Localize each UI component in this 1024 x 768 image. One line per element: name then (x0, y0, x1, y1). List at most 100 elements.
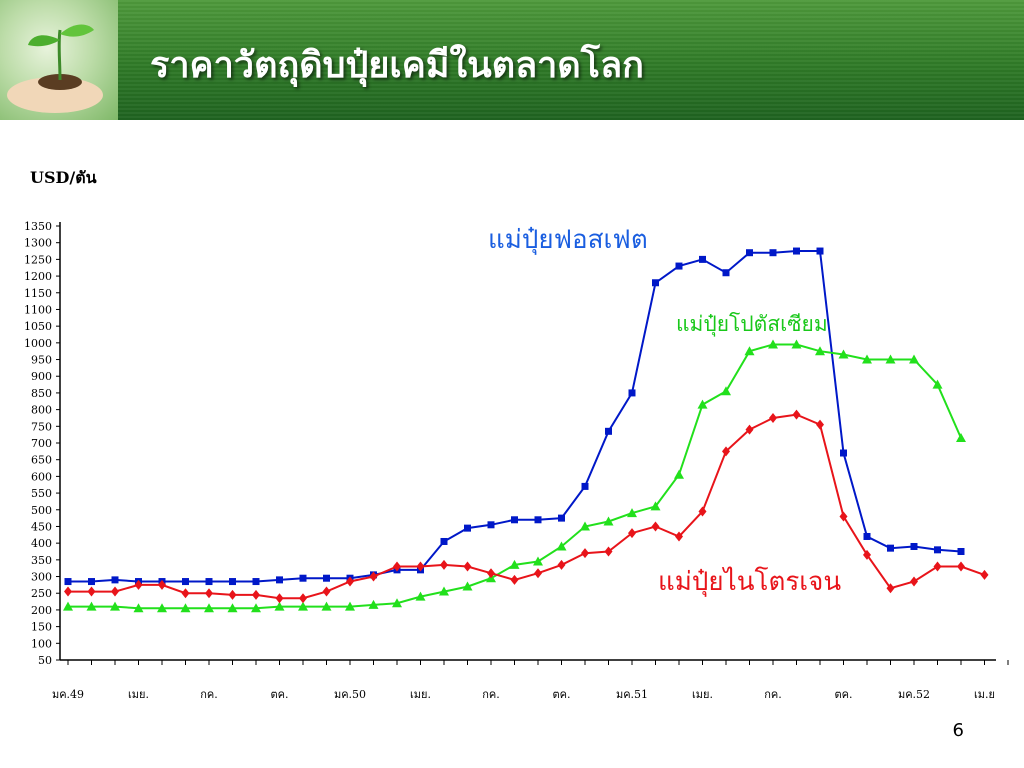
data-point (721, 386, 731, 396)
data-point (840, 449, 847, 457)
y-tick-label: 450 (31, 520, 52, 533)
data-point (745, 424, 754, 435)
data-point (838, 349, 849, 359)
data-point (252, 578, 260, 586)
data-point (533, 556, 543, 566)
header-texture (118, 0, 1024, 120)
y-tick-label: 600 (31, 470, 52, 483)
data-point (816, 419, 824, 430)
data-point (605, 427, 612, 435)
data-point (299, 593, 307, 604)
x-tick-label: เม.ย (974, 688, 995, 701)
data-point (205, 578, 213, 586)
data-point (581, 482, 589, 490)
data-point (699, 255, 706, 263)
data-point (462, 581, 473, 591)
data-point (980, 569, 989, 580)
data-point (86, 601, 97, 611)
x-tick-label: กค. (764, 688, 782, 701)
y-axis-unit-label: USD/ตัน (30, 168, 97, 187)
data-point (87, 586, 96, 597)
data-point (509, 559, 520, 569)
data-point (722, 269, 730, 277)
series-labels: แม่ปุ๋ยฟอสเฟตแม่ปุ๋ยโปตัสเซียมแม่ปุ๋ยไนโ… (488, 225, 841, 597)
y-tick-label: 350 (31, 554, 52, 567)
data-point (628, 389, 636, 397)
y-tick-label: 400 (31, 537, 52, 550)
series-label: แม่ปุ๋ยฟอสเฟต (488, 225, 648, 255)
data-point (511, 516, 518, 524)
x-tick-label: เมย. (128, 688, 149, 701)
data-point (603, 516, 614, 526)
data-point (204, 603, 214, 613)
data-point (627, 508, 637, 518)
x-tick-label: มค.52 (898, 688, 930, 701)
data-point (463, 561, 472, 572)
y-tick-label: 700 (31, 437, 52, 450)
data-point (697, 399, 708, 409)
y-tick-label: 1150 (24, 287, 52, 300)
data-point (111, 586, 119, 597)
data-point (393, 561, 401, 572)
data-point (180, 603, 191, 613)
data-point (464, 524, 471, 532)
data-point (440, 537, 448, 545)
y-tick-label: 300 (31, 571, 52, 584)
y-tick-label: 550 (31, 487, 52, 500)
data-point (792, 409, 801, 420)
y-tick-label: 750 (31, 420, 52, 433)
data-point (768, 339, 778, 349)
data-point (415, 591, 426, 601)
data-point (321, 601, 332, 611)
chart-series (63, 247, 989, 613)
x-tick-label: มค.50 (334, 688, 366, 701)
x-tick-label: กค. (200, 688, 218, 701)
y-tick-label: 150 (31, 621, 52, 634)
y-tick-label: 800 (31, 404, 52, 417)
data-point (64, 586, 72, 597)
series-label: แม่ปุ๋ยไนโตรเจน (658, 566, 841, 597)
data-point (322, 586, 331, 597)
data-point (158, 579, 166, 590)
data-point (299, 574, 307, 582)
data-point (323, 574, 330, 582)
seedling-image (0, 0, 118, 120)
data-point (440, 559, 448, 570)
data-point (863, 549, 871, 560)
data-point (392, 598, 402, 608)
data-point (744, 346, 755, 356)
data-point (581, 548, 589, 559)
data-point (650, 501, 661, 511)
data-point (557, 559, 566, 570)
y-tick-label: 1200 (24, 270, 52, 283)
data-point (652, 279, 659, 287)
data-point (227, 603, 238, 613)
data-point (416, 561, 425, 572)
data-point (487, 568, 495, 579)
data-point (556, 541, 567, 551)
data-point (933, 561, 942, 572)
data-point (510, 574, 519, 585)
x-tick-label: มค.49 (52, 688, 84, 701)
x-tick-label: มค.51 (616, 688, 648, 701)
y-tick-label: 650 (31, 454, 52, 467)
data-point (276, 576, 283, 584)
data-point (64, 578, 72, 586)
x-tick-label: เมย. (692, 688, 713, 701)
data-point (298, 601, 308, 611)
y-tick-label: 1000 (24, 337, 52, 350)
data-point (934, 546, 941, 554)
data-point (368, 599, 379, 609)
data-point (369, 571, 378, 582)
data-point (910, 576, 918, 587)
data-point (439, 586, 449, 596)
data-point (791, 339, 802, 349)
data-point (628, 528, 636, 539)
series-3 (64, 409, 989, 604)
data-point (157, 603, 167, 613)
x-tick-label: กค. (482, 688, 500, 701)
data-point (229, 578, 236, 586)
y-tick-label: 250 (31, 587, 52, 600)
data-point (956, 432, 966, 442)
